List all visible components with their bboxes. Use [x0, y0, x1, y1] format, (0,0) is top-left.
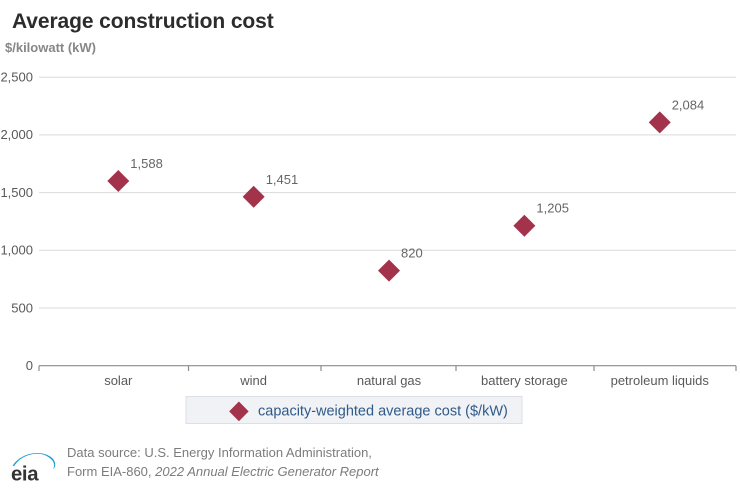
- svg-text:2,084: 2,084: [672, 97, 705, 112]
- svg-text:petroleum liquids: petroleum liquids: [611, 373, 710, 388]
- svg-text:wind: wind: [239, 373, 267, 388]
- svg-text:natural gas: natural gas: [357, 373, 422, 388]
- svg-text:2,500: 2,500: [0, 70, 33, 85]
- svg-text:1,451: 1,451: [266, 172, 299, 187]
- svg-text:battery storage: battery storage: [481, 373, 568, 388]
- svg-text:1,205: 1,205: [536, 201, 569, 216]
- svg-text:1,500: 1,500: [0, 185, 33, 200]
- svg-text:1,000: 1,000: [0, 243, 33, 258]
- svg-text:2,000: 2,000: [0, 127, 33, 142]
- svg-text:820: 820: [401, 246, 423, 261]
- svg-text:0: 0: [26, 358, 33, 373]
- svg-text:500: 500: [11, 300, 33, 315]
- svg-text:eia: eia: [11, 464, 39, 481]
- svg-text:capacity-weighted average cost: capacity-weighted average cost ($/kW): [258, 404, 508, 420]
- svg-text:solar: solar: [104, 373, 133, 388]
- svg-text:1,588: 1,588: [130, 156, 163, 171]
